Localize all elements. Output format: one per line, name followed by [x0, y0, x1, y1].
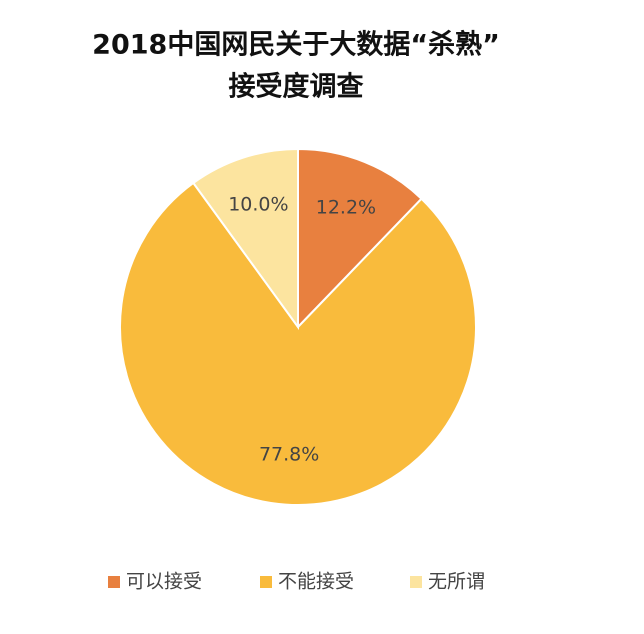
legend-swatch — [108, 576, 120, 588]
chart-title: 2018中国网民关于大数据“杀熟” — [92, 29, 500, 61]
value-label: 12.2% — [316, 197, 376, 219]
value-label: 10.0% — [228, 194, 288, 216]
pie-slice — [119, 181, 477, 506]
pie-slice — [191, 147, 299, 331]
pie-slice — [297, 147, 423, 330]
legend-label: 不能接受 — [278, 571, 354, 593]
legend-swatch — [260, 576, 272, 588]
chart-title: 接受度调查 — [229, 71, 364, 103]
legend-swatch — [410, 576, 422, 588]
legend-label: 无所谓 — [428, 571, 485, 593]
value-label: 77.8% — [259, 443, 319, 465]
legend-label: 可以接受 — [126, 571, 202, 593]
